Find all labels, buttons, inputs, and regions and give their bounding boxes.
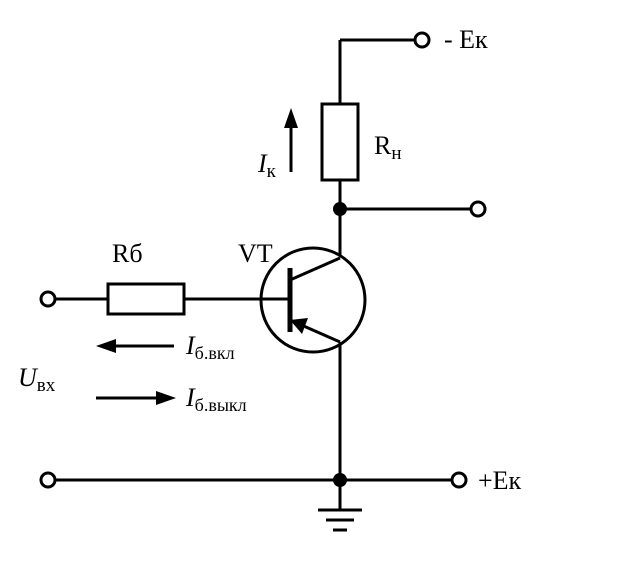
resistor-rn — [322, 104, 358, 180]
label-uin: Uвх — [18, 363, 56, 396]
circuit-svg: - Ек Rн Iк Rб VТ Iб.вкл Uвх Iб.выкл +Ек — [0, 0, 618, 565]
label-pos-ek: +Ек — [478, 466, 522, 495]
resistor-rb — [108, 284, 184, 314]
label-rb: Rб — [112, 239, 143, 268]
arrow-ik-head — [284, 108, 298, 128]
label-neg-ek: - Ек — [444, 25, 488, 54]
terminal-bottom-left — [41, 473, 55, 487]
terminal-pos-ek — [452, 473, 466, 487]
terminal-neg-ek — [415, 33, 429, 47]
label-ik: Iк — [257, 149, 277, 182]
terminal-input — [41, 292, 55, 306]
label-ib-off: Iб.выкл — [185, 383, 247, 415]
circuit-diagram: - Ек Rн Iк Rб VТ Iб.вкл Uвх Iб.выкл +Ек — [0, 0, 618, 565]
label-ib-on: Iб.вкл — [185, 331, 235, 363]
terminal-output — [471, 202, 485, 216]
label-rn: Rн — [374, 131, 402, 164]
arrow-ib-on-head — [96, 339, 116, 353]
label-vt: VТ — [238, 239, 273, 268]
arrow-ib-off-head — [156, 391, 176, 405]
